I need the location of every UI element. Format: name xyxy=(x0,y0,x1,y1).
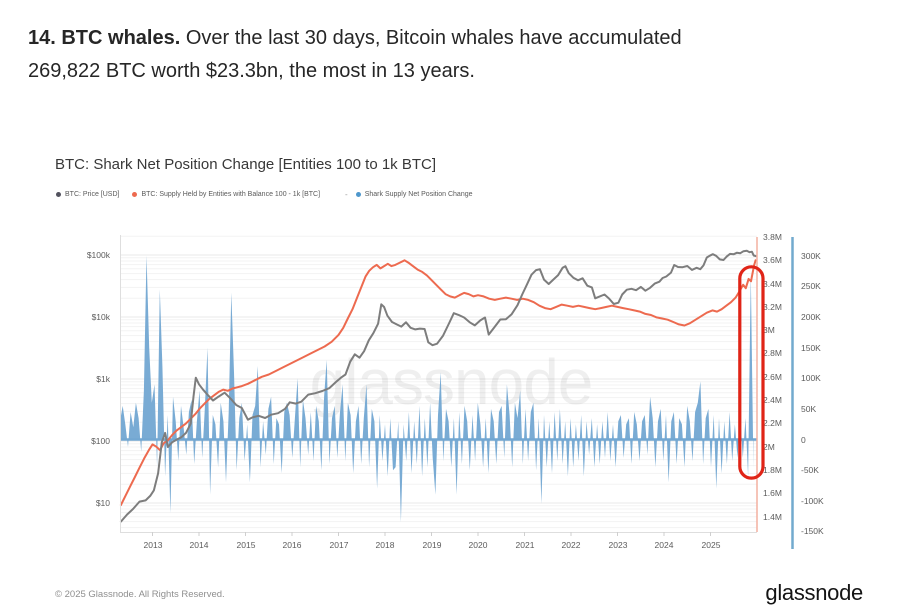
price-axis-tick-label: $1k xyxy=(96,374,110,384)
net-axis-tick-label: 200K xyxy=(801,312,821,322)
price-axis-tick-label: $100 xyxy=(91,436,110,446)
legend-dash: - xyxy=(345,190,348,199)
x-axis-year-label: 2025 xyxy=(701,540,721,550)
chart-legend: BTC: Price [USD] BTC: Supply Held by Enti… xyxy=(56,190,486,199)
footer-copyright: © 2025 Glassnode. All Rights Reserved. xyxy=(55,589,225,600)
supply-axis-tick-label: 3.2M xyxy=(763,302,782,312)
supply-axis-tick-label: 2.6M xyxy=(763,372,782,382)
net-axis-tick-label: 250K xyxy=(801,281,821,291)
supply-axis-tick-label: 2M xyxy=(763,442,775,452)
x-axis-year-label: 2016 xyxy=(282,540,302,550)
supply-axis-tick-label: 1.4M xyxy=(763,512,782,522)
chart-title: BTC: Shark Net Position Change [Entities… xyxy=(55,156,437,173)
net-axis-tick-label: -150K xyxy=(801,526,824,536)
supply-axis-tick-label: 2.8M xyxy=(763,348,782,358)
supply-line xyxy=(119,259,757,506)
legend-item: Shark Supply Net Position Change xyxy=(355,191,473,198)
net-position-area xyxy=(120,255,754,523)
legend-item: BTC: Price [USD] xyxy=(56,191,119,198)
net-axis-tick-label: -50K xyxy=(801,465,819,475)
x-axis-year-label: 2014 xyxy=(189,540,209,550)
x-axis-year-label: 2023 xyxy=(608,540,628,550)
legend-label: BTC: Price [USD] xyxy=(65,191,120,198)
page-title: 14. BTC whales. Over the last 30 days, B… xyxy=(28,22,682,88)
price-line xyxy=(119,249,757,523)
x-axis-year-label: 2019 xyxy=(422,540,442,550)
net-axis-tick-label: 150K xyxy=(801,343,821,353)
supply-axis-tick-label: 1.8M xyxy=(763,465,782,475)
x-axis-year-label: 2017 xyxy=(329,540,349,550)
x-axis-year-label: 2015 xyxy=(236,540,256,550)
price-axis-tick-label: $10 xyxy=(95,498,110,508)
x-axis-year-label: 2018 xyxy=(375,540,395,550)
net-axis-tick-label: 50K xyxy=(801,404,817,414)
price-axis-tick-label: $100k xyxy=(86,250,110,260)
net-axis-tick-label: 0 xyxy=(801,435,806,445)
supply-axis-tick-label: 3.4M xyxy=(763,279,782,289)
legend-label: Shark Supply Net Position Change xyxy=(364,191,473,198)
legend-label: BTC: Supply Held by Entities with Balanc… xyxy=(141,191,321,198)
supply-axis-tick-label: 2.4M xyxy=(763,395,782,405)
net-axis-tick-label: -100K xyxy=(801,496,824,506)
supply-axis-tick-label: 3.8M xyxy=(763,232,782,242)
legend-item: BTC: Supply Held by Entities with Balanc… xyxy=(132,191,320,198)
x-axis-year-label: 2020 xyxy=(468,540,488,550)
heading-line-2: 269,822 BTC worth $23.3bn, the most in 1… xyxy=(28,60,475,82)
highlight-oval-annotation xyxy=(738,265,765,480)
glassnode-logo: glassnode xyxy=(765,580,863,605)
net-axis-tick-label: 100K xyxy=(801,373,821,383)
x-axis-year-label: 2013 xyxy=(143,540,163,550)
supply-axis-tick-label: 3M xyxy=(763,325,775,335)
legend-dot-icon xyxy=(132,192,138,197)
supply-axis-tick-label: 1.6M xyxy=(763,488,782,498)
heading-rest: Over the last 30 days, Bitcoin whales ha… xyxy=(180,27,682,49)
watermark: glassnode xyxy=(310,346,593,418)
legend-dot-icon xyxy=(56,192,61,197)
heading-bold: 14. BTC whales. xyxy=(28,27,181,49)
heading-line-1: 14. BTC whales. Over the last 30 days, B… xyxy=(28,22,682,55)
x-axis-year-label: 2024 xyxy=(654,540,674,550)
supply-axis-tick-label: 2.2M xyxy=(763,418,782,428)
x-axis-year-label: 2022 xyxy=(561,540,581,550)
x-axis-year-label: 2021 xyxy=(515,540,535,550)
net-axis-tick-label: 300K xyxy=(801,251,821,261)
legend-dot-icon xyxy=(355,192,361,197)
supply-axis-tick-label: 3.6M xyxy=(763,255,782,265)
price-axis-tick-label: $10k xyxy=(91,312,110,322)
